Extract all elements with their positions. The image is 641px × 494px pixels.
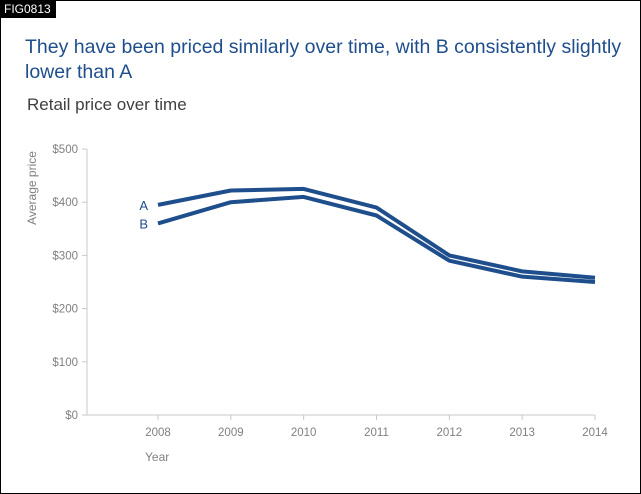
y-tick-label: $200 bbox=[52, 304, 78, 316]
series-label-b: B bbox=[139, 216, 148, 231]
y-tick-label: $400 bbox=[52, 197, 78, 209]
figure-id-tag: FIG0813 bbox=[1, 1, 56, 18]
y-axis-title: Average price bbox=[25, 151, 39, 225]
x-tick-label: 2012 bbox=[437, 427, 463, 439]
y-tick-label: $0 bbox=[65, 410, 78, 422]
y-tick-label: $500 bbox=[52, 144, 78, 156]
x-tick-label: 2010 bbox=[291, 427, 317, 439]
x-tick-label: 2013 bbox=[509, 427, 535, 439]
x-axis-title: Year bbox=[145, 450, 169, 464]
x-tick-label: 2009 bbox=[218, 427, 244, 439]
y-tick-label: $300 bbox=[52, 250, 78, 262]
chart-title: Retail price over time bbox=[27, 95, 187, 114]
series-label-a: A bbox=[139, 198, 148, 213]
chart-headline: They have been priced similarly over tim… bbox=[25, 36, 622, 83]
series-line-a bbox=[157, 186, 596, 280]
x-tick-label: 2011 bbox=[364, 427, 389, 439]
y-tick-label: $100 bbox=[52, 357, 78, 369]
x-tick-label: 2008 bbox=[145, 427, 171, 439]
x-tick-label: 2014 bbox=[582, 427, 608, 439]
